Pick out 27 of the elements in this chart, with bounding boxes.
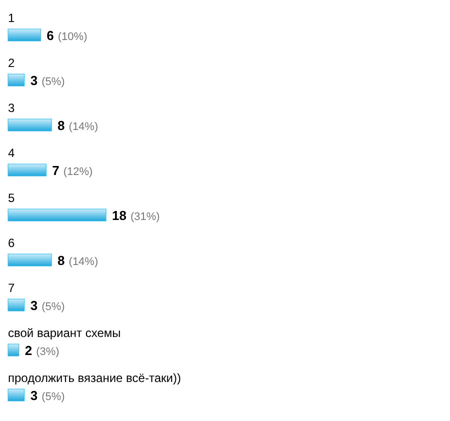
bar — [8, 118, 52, 132]
y-tick-label: 4 — [8, 146, 15, 160]
data-label: 3 (5%) — [30, 298, 65, 313]
data-label: 18 (31%) — [112, 208, 160, 223]
data-label: 2 (3%) — [24, 343, 60, 358]
data-label: 3 (5%) — [30, 388, 65, 403]
y-tick-label: продолжить вязание всё-таки)) — [8, 371, 181, 385]
y-tick-label: 2 — [8, 56, 15, 70]
data-label: 8 (14%) — [58, 253, 98, 268]
y-tick-label: свой вариант схемы — [8, 326, 121, 340]
y-tick-label: 1 — [8, 11, 15, 25]
bar — [8, 388, 25, 402]
data-label: 8 (14%) — [58, 118, 98, 133]
bar — [8, 28, 41, 42]
bar — [8, 254, 52, 266]
bar — [8, 344, 20, 356]
y-tick-label: 7 — [8, 281, 15, 295]
y-tick-label: 3 — [8, 101, 15, 115]
bar — [8, 298, 25, 312]
bar — [8, 74, 25, 86]
data-label: 3 (5%) — [30, 73, 65, 88]
data-label: 7 (12%) — [52, 163, 93, 178]
y-tick-label: 5 — [8, 191, 15, 205]
bar — [8, 208, 106, 222]
bar — [8, 164, 46, 176]
y-tick-label: 6 — [8, 236, 15, 250]
data-label: 6 (10%) — [46, 28, 88, 43]
